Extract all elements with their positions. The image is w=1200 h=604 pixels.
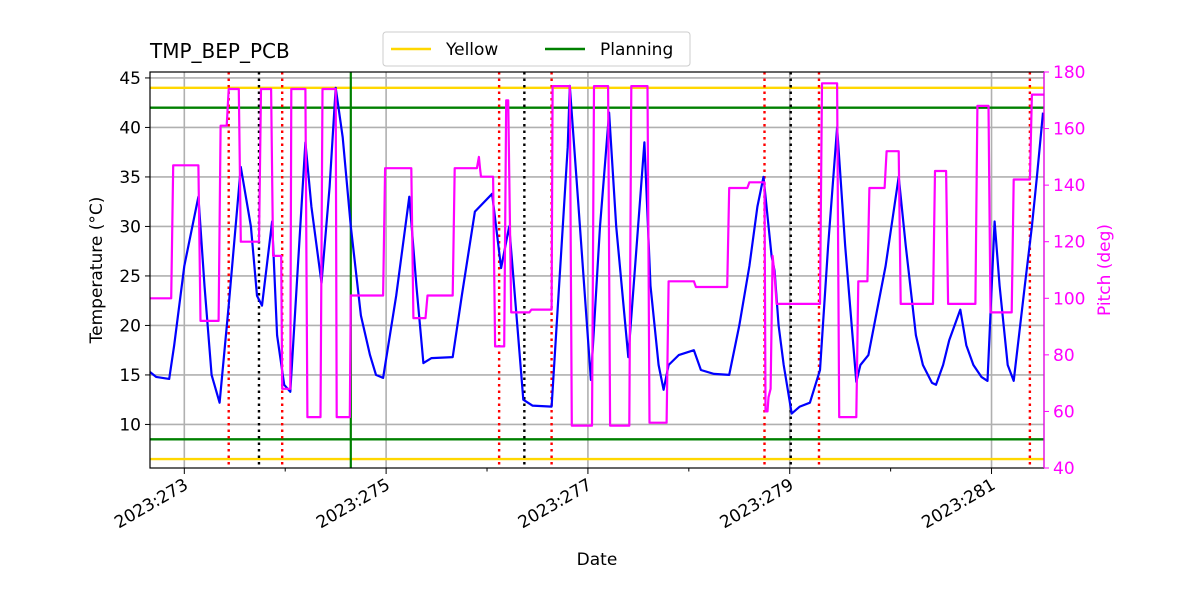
y2-tick-label: 60 (1053, 402, 1075, 422)
y-tick-label: 40 (119, 118, 141, 138)
y-tick-label: 30 (119, 217, 141, 237)
legend-box (382, 31, 691, 67)
y2-tick-label: 140 (1053, 176, 1085, 196)
y-tick-label: 25 (119, 267, 141, 287)
x-tick-label: 2023:275 (313, 475, 394, 533)
legend-label-planning: Planning (600, 40, 673, 60)
y2-axis-label: Pitch (deg) (1095, 224, 1115, 316)
y-tick-label: 15 (119, 366, 141, 386)
legend: Yellow Planning (382, 31, 691, 67)
y2-tick-label: 40 (1053, 459, 1075, 479)
y2-tick-label: 80 (1053, 346, 1075, 366)
x-tick-label: 2023:279 (717, 475, 798, 533)
x-tick-label: 2023:281 (918, 475, 999, 533)
series-line-pitch (150, 82, 1044, 427)
y-tick-label: 35 (119, 168, 141, 188)
x-axis-label: Date (577, 550, 618, 570)
series (149, 82, 1045, 427)
y-axis-label: Temperature (°C) (87, 197, 107, 345)
x-tick-label: 2023:277 (515, 475, 596, 533)
y2-tick-label: 180 (1053, 63, 1085, 83)
legend-label-yellow: Yellow (445, 40, 498, 60)
y-tick-label: 45 (119, 69, 141, 89)
y-tick-label: 10 (119, 415, 141, 435)
chart-title: TMP_BEP_PCB (149, 39, 290, 63)
y-tick-label: 20 (119, 316, 141, 336)
y2-tick-label: 120 (1053, 233, 1085, 253)
y2-tick-label: 100 (1053, 289, 1085, 309)
x-tick-label: 2023:273 (111, 475, 192, 533)
y2-tick-label: 160 (1053, 120, 1085, 140)
series-line-temperature (149, 84, 1045, 415)
limit-lines (150, 86, 1044, 461)
